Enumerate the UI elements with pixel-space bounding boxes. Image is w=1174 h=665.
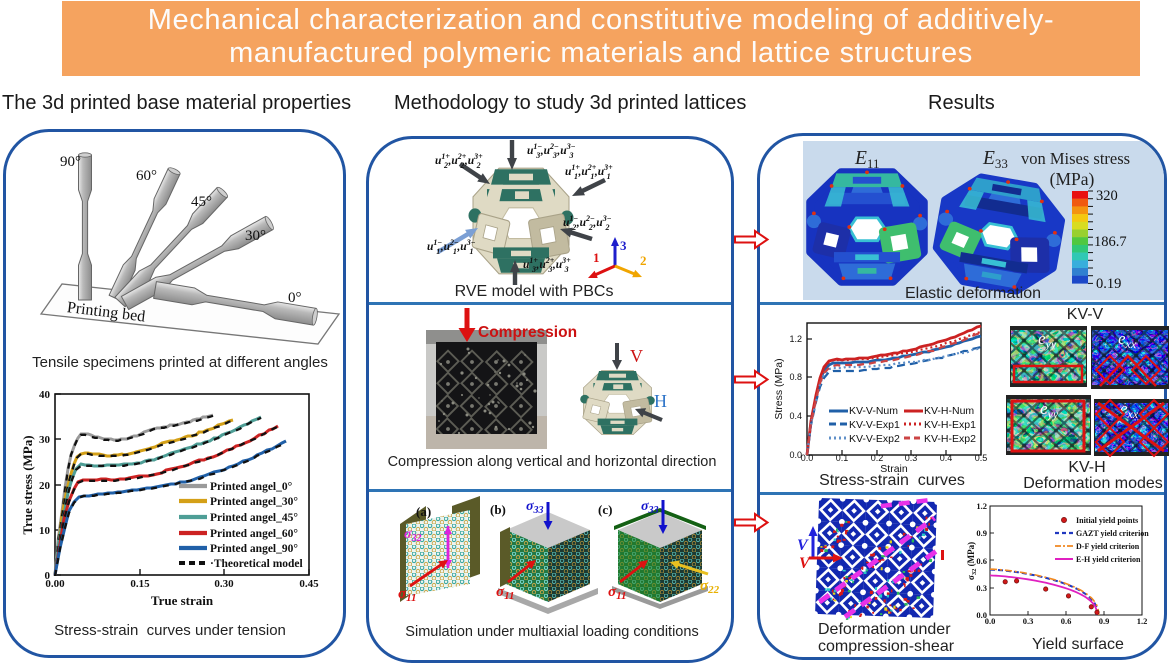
svg-text:Strain: Strain — [880, 463, 908, 475]
svg-text:0.45: 0.45 — [299, 578, 319, 590]
svg-text:H: H — [654, 391, 667, 411]
svg-text:True strain: True strain — [151, 593, 214, 608]
svg-text:1.2: 1.2 — [976, 501, 987, 511]
svg-text:1: 1 — [593, 250, 600, 265]
svg-text:u1+2,u2+2,u3+2: u1+ 2,u2+ 2,u3+ 2 — [435, 152, 483, 170]
svg-text:(MPa): (MPa) — [1050, 169, 1095, 189]
svg-text:·Theoretical model: ·Theoretical model — [210, 558, 303, 570]
svg-text:1.2: 1.2 — [789, 334, 802, 344]
svg-text:0.4: 0.4 — [789, 411, 802, 421]
svg-text:Compression: Compression — [478, 324, 577, 341]
svg-text:186.7: 186.7 — [1094, 234, 1127, 250]
svg-text:0.2: 0.2 — [871, 453, 884, 463]
svg-text:V: V — [799, 555, 811, 572]
svg-text:0.00: 0.00 — [45, 578, 65, 590]
svg-text:0.19: 0.19 — [1096, 276, 1121, 292]
svg-text:20: 20 — [39, 480, 51, 492]
svg-text:60°: 60° — [136, 168, 157, 184]
svg-text:Initial yield points: Initial yield points — [1076, 516, 1138, 525]
svg-text:(a): (a) — [416, 504, 431, 519]
svg-text:0.1: 0.1 — [836, 453, 849, 463]
svg-text:KV-V-Num: KV-V-Num — [849, 405, 898, 417]
svg-text:0.30: 0.30 — [214, 578, 234, 590]
svg-text:90°: 90° — [60, 154, 81, 170]
svg-text:3: 3 — [620, 238, 627, 253]
svg-text:30°: 30° — [245, 228, 266, 244]
svg-text:0°: 0° — [288, 290, 302, 306]
svg-text:u1−3,u2−3,u3−3: u1− 3,u2− 3,u3− 3 — [527, 142, 576, 160]
svg-text:u1+1,u2+1,u3+1: u1+ 1,u2+ 1,u3+ 1 — [565, 163, 613, 181]
svg-text:0.4: 0.4 — [940, 453, 953, 463]
svg-text:0.15: 0.15 — [130, 578, 150, 590]
svg-text:Printed angel_0°: Printed angel_0° — [210, 481, 293, 493]
svg-text:Printed angel_30°: Printed angel_30° — [210, 496, 298, 508]
svg-text:0.9: 0.9 — [1099, 616, 1110, 626]
svg-text:Stress (MPa): Stress (MPa) — [773, 358, 785, 419]
svg-text:KV-V-Exp1: KV-V-Exp1 — [849, 419, 900, 431]
svg-text:von Mises stress: von Mises stress — [1021, 149, 1130, 168]
svg-text:σ33: σ33 — [641, 499, 659, 516]
svg-text:0.3: 0.3 — [905, 453, 918, 463]
svg-text:0.0: 0.0 — [789, 450, 802, 460]
svg-text:(c): (c) — [598, 502, 612, 517]
svg-text:0.5: 0.5 — [975, 453, 988, 463]
svg-text:0.3: 0.3 — [1023, 616, 1034, 626]
svg-text:KV-H-Exp1: KV-H-Exp1 — [924, 419, 976, 431]
svg-text:0: 0 — [45, 570, 51, 582]
svg-text:u1−1,u2−1,u3−1: u1− 1,u2− 1,u3− 1 — [427, 238, 476, 256]
svg-text:V: V — [630, 346, 643, 366]
svg-text:σ11: σ11 — [496, 584, 515, 602]
svg-text:D-F yield criterion: D-F yield criterion — [1076, 542, 1140, 551]
svg-text:0.6: 0.6 — [976, 556, 987, 566]
svg-text:True stress (MPa): True stress (MPa) — [20, 435, 35, 534]
svg-text:E33: E33 — [982, 148, 1008, 171]
svg-text:E11: E11 — [854, 148, 879, 171]
svg-text:0.8: 0.8 — [789, 372, 802, 382]
svg-text:σ33: σ33 — [526, 499, 544, 516]
svg-text:Printed angel_45°: Printed angel_45° — [210, 512, 298, 524]
svg-text:KV-H-Num: KV-H-Num — [924, 405, 974, 417]
svg-text:320: 320 — [1096, 188, 1118, 204]
svg-text:10: 10 — [39, 525, 51, 537]
svg-text:KV-V-Exp2: KV-V-Exp2 — [849, 433, 900, 445]
svg-text:0.0: 0.0 — [976, 610, 987, 620]
svg-text:σ22: σ22 — [700, 578, 720, 596]
svg-text:2: 2 — [640, 253, 647, 268]
svg-text:Printed angel_60°: Printed angel_60° — [210, 528, 298, 540]
svg-text:(b): (b) — [490, 502, 506, 517]
svg-text:45°: 45° — [191, 194, 212, 210]
svg-text:0.3: 0.3 — [976, 583, 987, 593]
svg-text:GAZT yield criterion: GAZT yield criterion — [1076, 529, 1149, 538]
svg-text:0.9: 0.9 — [976, 528, 987, 538]
svg-text:0.0: 0.0 — [985, 616, 996, 626]
svg-text:V: V — [797, 537, 809, 554]
svg-text:E-H yield criterion: E-H yield criterion — [1076, 555, 1141, 564]
svg-text:Printed angel_90°: Printed angel_90° — [210, 543, 298, 555]
svg-text:40: 40 — [39, 389, 51, 401]
svg-text:σ11: σ11 — [608, 584, 627, 602]
svg-text:30: 30 — [39, 434, 51, 446]
svg-text:1.2: 1.2 — [1137, 616, 1148, 626]
svg-text:0.0: 0.0 — [801, 453, 814, 463]
svg-text:0.6: 0.6 — [1061, 616, 1072, 626]
svg-text:σ11 (MPa): σ11 (MPa) — [1046, 627, 1086, 628]
svg-text:KV-H-Exp2: KV-H-Exp2 — [924, 433, 976, 445]
